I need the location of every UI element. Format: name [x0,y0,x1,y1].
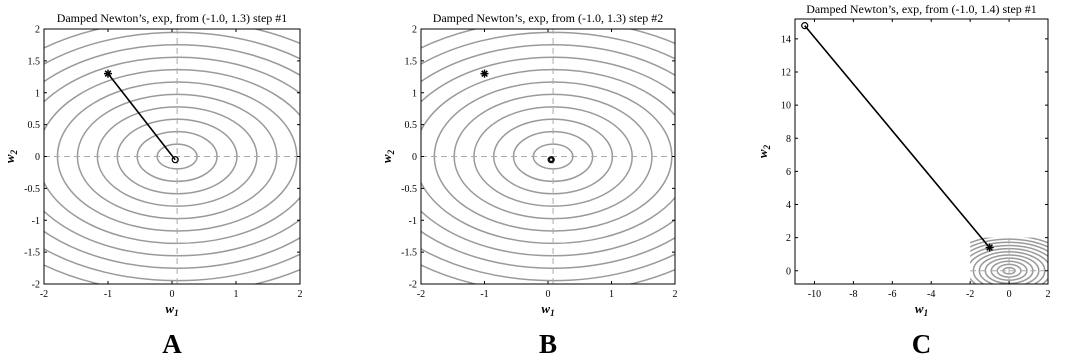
y-tick-label: -0.5 [24,184,40,195]
x-axis-label-subscript: 1 [174,308,179,318]
y-tick-label: -2 [32,280,40,291]
x-tick-label: 2 [298,289,303,300]
y-tick-label: -2 [409,280,417,291]
contour-line [978,254,1040,284]
y-axis-label: w2 [379,149,396,163]
x-tick-label: -8 [849,289,857,300]
iterate-circle-marker [171,156,179,164]
start-star-marker-stroke [481,70,488,77]
plot-panel-b: -2 -1 0 1 2 -2 -1.5 -1 -0.5 0 0.5 1 1.5 2 Damped Newto… [379,11,678,359]
x-tick-label: 2 [1046,289,1051,300]
contour-line [421,56,675,257]
x-axis-label-subscript: 1 [924,308,929,318]
start-star-marker-stroke [986,244,993,251]
x-tick-label: 2 [673,289,678,300]
x-tick-label: -2 [417,289,425,300]
x-axis-label: w1 [541,301,554,318]
iterate-circle-marker [801,22,809,30]
contour-box-group [970,237,1048,284]
y-tick-label: -0.5 [401,184,417,195]
panel-title: Damped Newton’s, exp, from (-1.0, 1.3) s… [433,11,664,25]
y-tick-label: -1.5 [401,248,417,259]
plot-panel-a: -2 -1 0 1 2 -2 -1.5 -1 -0.5 0 0.5 1 1.5 2 Damped Newto… [2,11,303,359]
x-axis-label: w1 [915,301,928,318]
x-tick-label: -2 [40,289,48,300]
y-axis-label-subscript: 2 [386,149,396,155]
newton-step-line [804,25,991,249]
contour-line [44,56,300,257]
y-tick-label: 0 [412,152,417,163]
x-tick-label: 1 [234,289,239,300]
y-tick-label: 10 [781,101,791,112]
iterate-circle-marker [547,156,555,164]
contour-group [970,237,1048,284]
x-axis-label: w1 [165,301,178,318]
x-tick-label: -4 [927,289,935,300]
y-tick-label: 8 [786,134,791,145]
y-axis-label: w2 [755,144,772,158]
x-axis-label-subscript: 1 [550,308,555,318]
iterate-circle-marker [548,157,554,163]
y-tick-label: 14 [781,34,791,45]
panel-title: Damped Newton’s, exp, from (-1.0, 1.3) s… [57,11,288,25]
y-tick-label: 0.5 [405,120,418,131]
y-tick-label: 1.5 [28,56,41,67]
y-axis-label: w2 [2,149,19,163]
panel-letter-label: A [162,329,182,359]
y-tick-label: 1 [35,88,40,99]
y-tick-label: -1 [32,216,40,227]
panel-letter-label: C [912,329,932,359]
contour-line [970,244,1048,258]
x-tick-label: 0 [1007,289,1012,300]
y-tick-label: 0.5 [28,120,41,131]
newton-step-line [107,73,176,161]
panel-letter-label: B [539,329,557,359]
y-tick-label: 4 [786,200,791,211]
start-star-marker-stroke [104,70,112,77]
y-tick-label: 2 [35,25,40,36]
y-tick-label: -1 [409,216,417,227]
y-axis-label-subscript: 2 [762,144,772,150]
plot-frame [794,18,1049,285]
panel-title: Damped Newton’s, exp, from (-1.0, 1.4) s… [806,2,1037,16]
y-tick-label: 2 [412,25,417,36]
y-tick-label: 6 [786,167,791,178]
y-tick-label: 1 [412,88,417,99]
y-tick-label: -1.5 [24,248,40,259]
x-tick-label: 1 [609,289,614,300]
x-tick-label: 0 [170,289,175,300]
contour-group [44,29,300,284]
y-tick-label: 12 [781,68,791,79]
x-tick-label: -1 [480,289,488,300]
x-tick-label: -2 [966,289,974,300]
y-axis-label-subscript: 2 [9,149,19,155]
y-tick-label: 1.5 [405,56,418,67]
x-tick-label: 0 [546,289,551,300]
y-tick-label: 0 [786,266,791,277]
x-tick-label: -10 [808,289,821,300]
x-tick-label: -6 [888,289,896,300]
contour-group [421,29,675,284]
x-tick-label: -1 [104,289,112,300]
y-tick-label: 0 [35,152,40,163]
y-tick-label: 2 [786,233,791,244]
